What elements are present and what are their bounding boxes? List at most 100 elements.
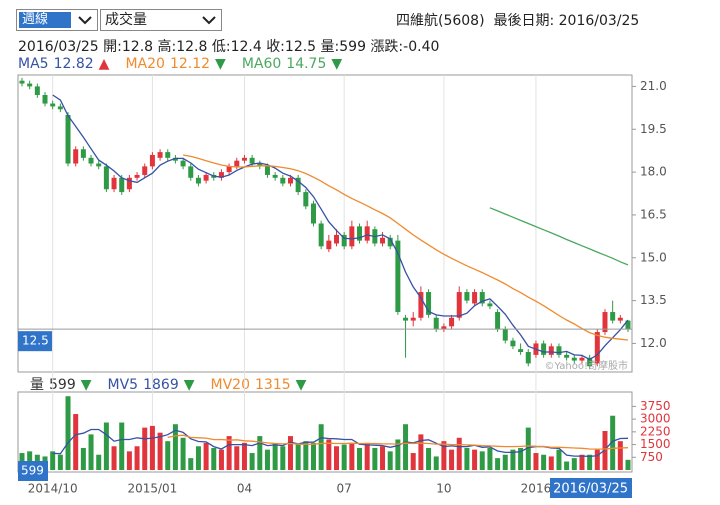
candle-body <box>326 240 332 250</box>
volume-bar <box>287 436 293 470</box>
legend-value: 599 <box>49 377 76 393</box>
volume-bar <box>403 424 409 470</box>
candle-body <box>479 292 485 304</box>
legend-arrow: ▲ <box>98 56 110 72</box>
legend-name: 量 <box>30 377 44 393</box>
candle-body <box>27 83 33 87</box>
volume-bar <box>249 453 255 470</box>
candle-body <box>334 234 340 244</box>
candle-body <box>502 329 508 341</box>
volume-bar <box>487 447 493 470</box>
candle-body <box>610 312 616 321</box>
volume-bar <box>134 446 140 470</box>
candle-body <box>188 166 194 178</box>
candle-body <box>119 177 125 193</box>
volume-bar <box>426 447 432 470</box>
volume-bar <box>410 453 416 470</box>
legend-arrow: ▼ <box>183 377 195 393</box>
volume-bar <box>571 458 577 470</box>
volume-bar <box>449 449 455 470</box>
candle-body <box>96 163 102 167</box>
candle-body <box>364 226 370 241</box>
indicator-select[interactable]: 成交量 <box>100 9 222 31</box>
volume-bar <box>34 454 40 470</box>
volume-bar <box>541 454 547 470</box>
candle-body <box>541 343 547 355</box>
candle-body <box>80 149 86 158</box>
volume-bar <box>157 432 163 470</box>
volume-bar <box>165 441 171 470</box>
candle-body <box>310 203 316 224</box>
legend-arrow: ▼ <box>295 377 307 393</box>
x-highlight <box>550 478 632 498</box>
label: 高: <box>157 39 177 55</box>
volume-bar <box>203 442 209 470</box>
volume-bar <box>380 446 386 470</box>
candle-body <box>395 240 401 313</box>
volume-bar <box>257 436 263 470</box>
candle-body <box>280 177 286 184</box>
candle-body <box>410 317 416 321</box>
candle-body <box>65 114 71 164</box>
volume-bar <box>625 459 631 470</box>
candle-body <box>556 346 562 355</box>
candle-body <box>464 292 470 301</box>
candle-body <box>88 157 94 164</box>
candle-body <box>617 317 623 321</box>
volume-bar <box>96 454 102 470</box>
x-tick-label: 07 <box>337 482 352 496</box>
legend-value: 12.82 <box>53 56 94 72</box>
y-tick-label: 1500 <box>640 437 671 451</box>
volume-bar <box>602 431 608 470</box>
volume-bar <box>111 446 117 470</box>
candle-body <box>272 174 278 178</box>
value: 12.5 <box>284 39 317 55</box>
volume-bar <box>280 446 286 470</box>
candle-body <box>548 346 554 355</box>
volume-bar <box>310 442 316 470</box>
ma-line <box>167 434 629 450</box>
value: 12.4 <box>230 39 262 55</box>
volume-bar <box>472 449 478 470</box>
x-tick-label: 2015/01 <box>127 482 177 496</box>
y-tick-label: 21.0 <box>640 79 667 93</box>
volume-bar <box>533 453 539 470</box>
volume-bar <box>65 396 71 470</box>
candle-body <box>180 160 186 167</box>
legend-arrow: ▼ <box>80 377 92 393</box>
volume-bar <box>126 451 132 470</box>
candle-body <box>602 312 608 333</box>
candle-body <box>19 80 25 84</box>
candle-body <box>295 177 301 193</box>
volume-bar <box>180 437 186 470</box>
candle-body <box>165 152 171 158</box>
legend-name: MA20 <box>125 56 165 72</box>
ohlc-row: 2016/03/25 開:12.8 高:12.8 低:12.4 收:12.5 量… <box>18 36 439 56</box>
candle-body <box>234 160 240 167</box>
volume-bar <box>387 451 393 470</box>
volume-bar <box>433 456 439 470</box>
last-date: 最後日期: 2016/03/25 <box>493 13 640 29</box>
candle-body <box>134 174 140 178</box>
candle-body <box>357 226 363 241</box>
ma-line <box>52 94 629 361</box>
candle-body <box>157 152 163 158</box>
volume-bar <box>587 454 593 470</box>
period-select[interactable]: 週線 <box>16 9 98 31</box>
y-tick-label: 18.0 <box>640 165 667 179</box>
volume-bar <box>42 456 48 470</box>
candle-body <box>172 157 178 161</box>
last-price-box <box>18 331 52 352</box>
ma-line <box>489 207 629 266</box>
x-tick-label: 04 <box>237 482 252 496</box>
candle-body <box>111 177 117 190</box>
y-tick-label: 19.5 <box>640 122 667 136</box>
label: 量: <box>320 39 340 55</box>
volume-bar <box>510 449 516 470</box>
volume-bar <box>103 422 109 470</box>
ma-line <box>52 428 629 458</box>
candle-body <box>387 237 393 247</box>
candle-body <box>264 166 270 175</box>
candle-body <box>211 174 217 178</box>
